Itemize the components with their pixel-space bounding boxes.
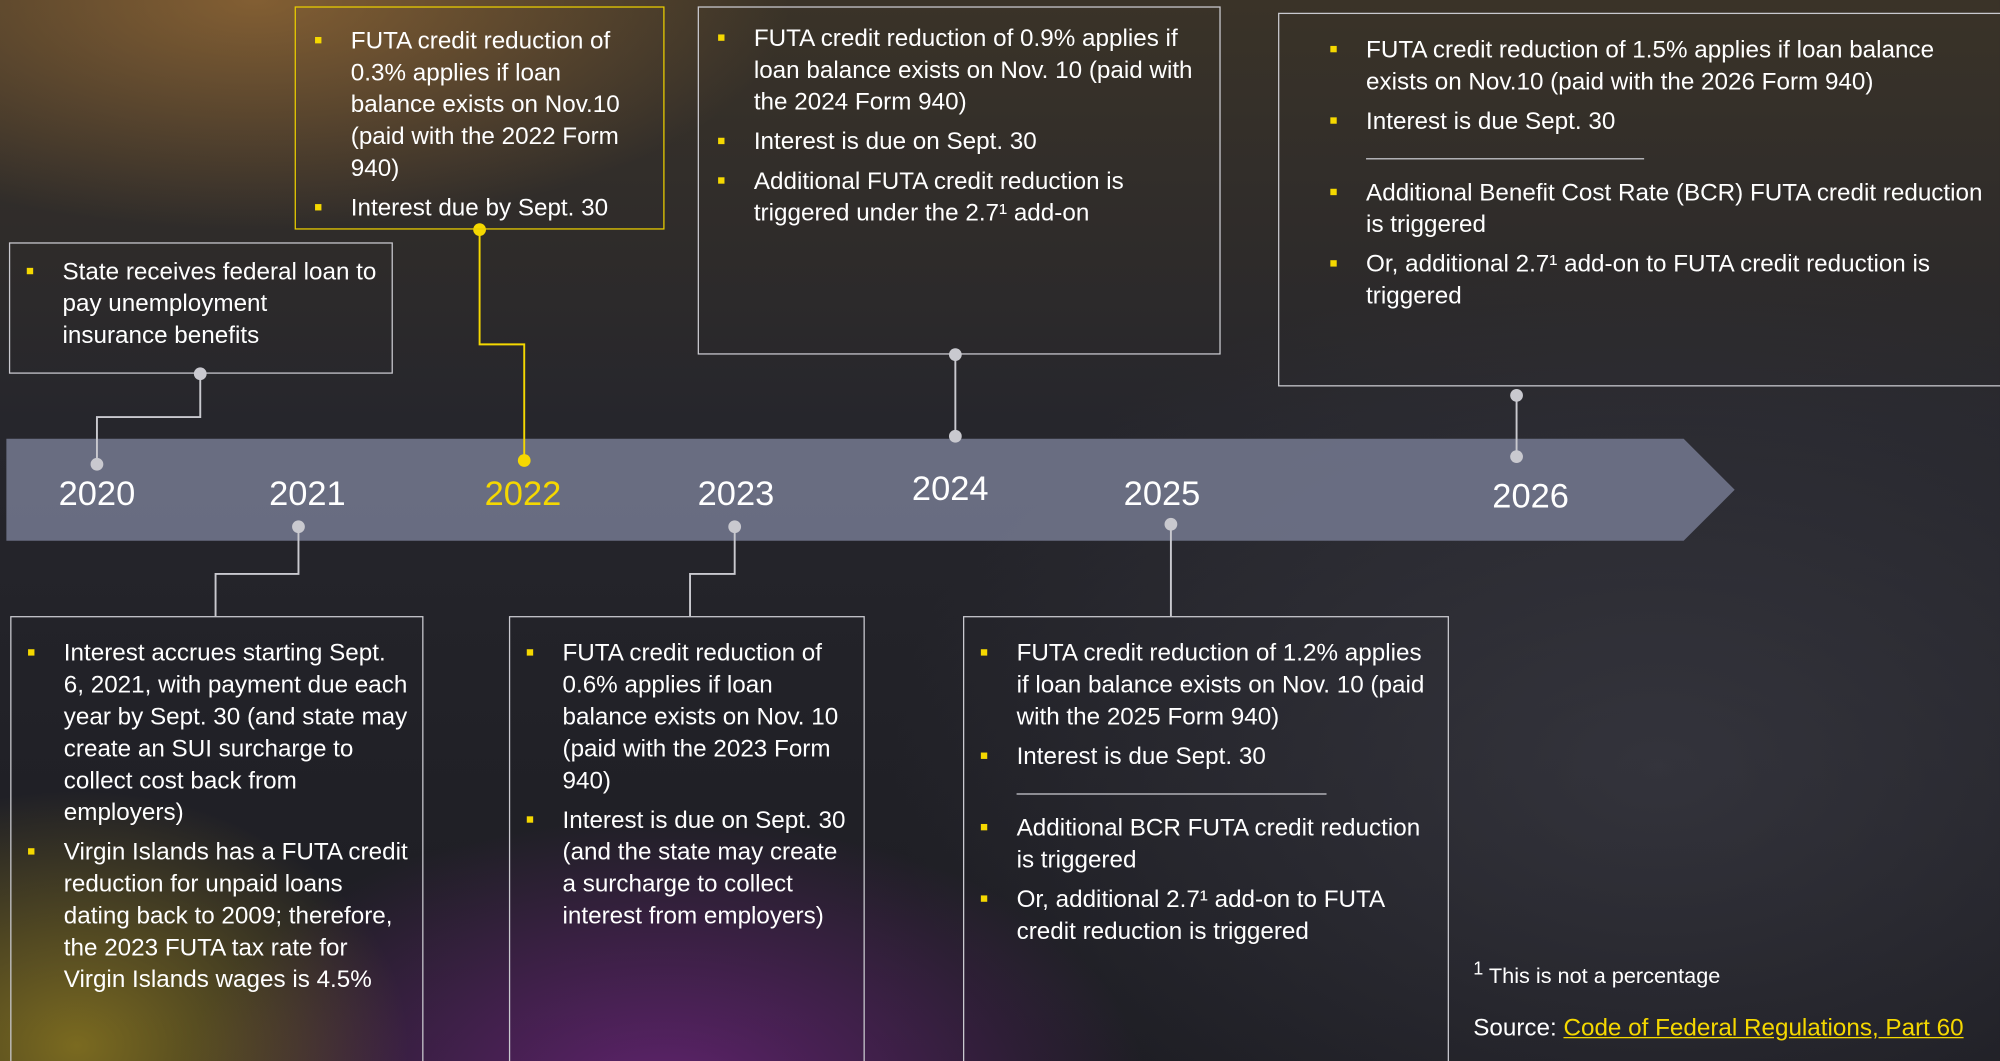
source-link[interactable]: Code of Federal Regulations, Part 60 bbox=[1563, 1015, 1964, 1043]
bullet-item: Interest is due Sept. 30 bbox=[980, 741, 1435, 773]
bullet-list: FUTA credit reduction of 0.6% applies if… bbox=[526, 638, 850, 933]
bullet-list: Additional Benefit Cost Rate (BCR) FUTA … bbox=[1330, 177, 1999, 313]
info-box: State receives federal loan to pay unemp… bbox=[8, 242, 393, 374]
connector bbox=[478, 229, 526, 461]
year-label: 2020 bbox=[58, 474, 136, 513]
footnote-marker: 1 bbox=[1473, 959, 1484, 980]
connector-dot bbox=[728, 520, 742, 534]
bullet-item: FUTA credit reduction of 0.9% applies if… bbox=[718, 23, 1207, 119]
bullet-item: Interest is due on Sept. 30 bbox=[718, 126, 1207, 158]
bullet-item: FUTA credit reduction of 0.3% applies if… bbox=[315, 26, 651, 185]
divider bbox=[1366, 158, 1645, 160]
connector bbox=[214, 526, 300, 617]
connector-dot bbox=[517, 454, 531, 467]
connector-dot bbox=[473, 223, 486, 236]
source-label: Source: bbox=[1473, 1015, 1557, 1043]
connector-dot bbox=[1164, 517, 1178, 531]
year-label: 2026 bbox=[1492, 477, 1569, 516]
timeline-arrow bbox=[6, 438, 1735, 541]
bullet-list: FUTA credit reduction of 1.2% applies if… bbox=[980, 638, 1435, 773]
info-box: FUTA credit reduction of 1.5% applies if… bbox=[1278, 12, 2000, 387]
source: Source: Code of Federal Regulations, Par… bbox=[1473, 1015, 1963, 1043]
connector-dot bbox=[1510, 450, 1523, 464]
connector-dot bbox=[193, 367, 207, 381]
info-box: Interest accrues starting Sept. 6, 2021,… bbox=[10, 616, 424, 1061]
bullet-item: FUTA credit reduction of 1.2% applies if… bbox=[980, 638, 1435, 734]
bullet-item: FUTA credit reduction of 1.5% applies if… bbox=[1330, 34, 1999, 98]
bullet-item: Additional Benefit Cost Rate (BCR) FUTA … bbox=[1330, 177, 1999, 241]
connector bbox=[689, 526, 736, 617]
bullet-list: Interest accrues starting Sept. 6, 2021,… bbox=[28, 638, 410, 996]
bullet-item: State receives federal loan to pay unemp… bbox=[26, 256, 378, 352]
connector-dot bbox=[90, 457, 104, 471]
info-box: FUTA credit reduction of 0.9% applies if… bbox=[697, 6, 1221, 355]
year-label: 2021 bbox=[269, 474, 346, 513]
info-box: FUTA credit reduction of 0.3% applies if… bbox=[294, 6, 665, 230]
year-label: 2024 bbox=[911, 469, 989, 508]
bullet-item: Or, additional 2.7¹ add-on to FUTA credi… bbox=[980, 884, 1435, 948]
info-box: FUTA credit reduction of 0.6% applies if… bbox=[508, 616, 865, 1061]
info-box: FUTA credit reduction of 1.2% applies if… bbox=[963, 616, 1449, 1061]
bullet-item: Additional FUTA credit reduction is trig… bbox=[718, 166, 1207, 230]
bullet-item: FUTA credit reduction of 0.6% applies if… bbox=[526, 638, 850, 797]
connector-dot bbox=[292, 520, 305, 534]
bullet-item: Interest accrues starting Sept. 6, 2021,… bbox=[28, 638, 410, 829]
year-label: 2025 bbox=[1123, 474, 1201, 513]
bullet-item: Or, additional 2.7¹ add-on to FUTA credi… bbox=[1330, 249, 1999, 313]
bullet-item: Interest is due on Sept. 30 (and the sta… bbox=[526, 805, 850, 933]
divider bbox=[1016, 793, 1327, 795]
connector-dot bbox=[948, 348, 962, 361]
bullet-item: Interest due by Sept. 30 bbox=[315, 193, 651, 225]
bullet-list: Additional BCR FUTA credit reduction is … bbox=[980, 812, 1435, 948]
bullet-item: Additional BCR FUTA credit reduction is … bbox=[980, 812, 1435, 876]
bullet-list: FUTA credit reduction of 1.5% applies if… bbox=[1330, 34, 1999, 138]
connector-dot bbox=[1510, 389, 1523, 402]
bullet-list: FUTA credit reduction of 0.3% applies if… bbox=[315, 26, 651, 225]
footnote: 1 This is not a percentage bbox=[1473, 959, 1720, 989]
bullet-list: State receives federal loan to pay unemp… bbox=[26, 256, 378, 352]
year-label: 2023 bbox=[697, 474, 775, 513]
bullet-item: Interest is due Sept. 30 bbox=[1330, 106, 1999, 138]
connector bbox=[95, 373, 202, 465]
bullet-list: FUTA credit reduction of 0.9% applies if… bbox=[718, 23, 1207, 230]
bullet-item: Virgin Islands has a FUTA credit reducti… bbox=[28, 837, 410, 996]
connector-dot bbox=[948, 429, 962, 443]
footnote-text: This is not a percentage bbox=[1488, 963, 1721, 989]
year-label: 2022 bbox=[484, 474, 562, 513]
